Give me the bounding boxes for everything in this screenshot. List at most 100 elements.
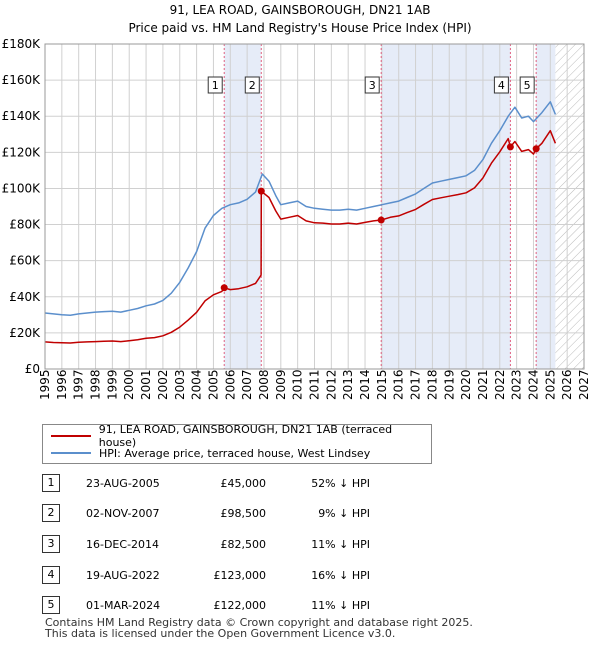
hpi-series-line xyxy=(44,101,557,316)
x-tick-label: 2024 xyxy=(526,369,540,400)
x-tick-label: 2004 xyxy=(190,369,204,400)
sale-hpi-diff: 9% ↓ HPI xyxy=(318,507,370,520)
x-tick-label: 2005 xyxy=(206,369,220,400)
legend-item-hpi: HPI: Average price, terraced house, West… xyxy=(51,445,370,461)
x-tick-label: 2007 xyxy=(240,369,254,400)
x-tick-label: 2026 xyxy=(560,369,574,400)
footer-attribution: Contains HM Land Registry data © Crown c… xyxy=(45,617,473,639)
y-tick-label: £60K xyxy=(9,254,41,268)
sale-price: £123,000 xyxy=(213,569,267,582)
sale-price: £98,500 xyxy=(220,507,267,520)
x-tick-label: 1995 xyxy=(38,369,52,400)
sale-number-badge: 5 xyxy=(42,596,60,614)
x-tick-label: 2025 xyxy=(543,369,557,400)
sale-point xyxy=(532,145,540,153)
x-tick-label: 1998 xyxy=(89,369,103,400)
projection-hatch xyxy=(555,44,584,369)
sale-label-box xyxy=(364,76,380,94)
sale-hpi-diff: 11% ↓ HPI xyxy=(311,538,370,551)
x-tick-label: 2006 xyxy=(223,369,237,400)
footer-line: Contains HM Land Registry data © Crown c… xyxy=(45,616,473,629)
sale-period-band xyxy=(536,44,556,369)
sale-point xyxy=(506,143,514,151)
sale-label-text: 2 xyxy=(249,79,256,92)
sale-date: 01-MAR-2024 xyxy=(86,599,161,612)
property-series-line xyxy=(44,129,557,344)
table-row: 4 19-AUG-2022 £123,000 16% ↓ HPI xyxy=(42,566,442,586)
sale-label-box xyxy=(244,76,260,94)
y-tick-label: £0 xyxy=(25,362,40,376)
x-tick-label: 2000 xyxy=(122,369,136,400)
x-tick-label: 2002 xyxy=(156,369,170,400)
x-tick-label: 2012 xyxy=(324,369,338,400)
x-tick-label: 1999 xyxy=(105,369,119,400)
y-tick-label: £120K xyxy=(2,145,42,159)
sale-period-band xyxy=(381,44,511,369)
sale-point xyxy=(220,284,228,292)
x-tick-label: 2015 xyxy=(375,369,389,400)
sale-label-text: 5 xyxy=(524,79,531,92)
sale-hpi-diff: 52% ↓ HPI xyxy=(311,477,370,490)
sale-point xyxy=(257,187,265,195)
sale-label-text: 4 xyxy=(498,79,505,92)
plot-frame xyxy=(44,43,585,370)
sale-number-badge: 3 xyxy=(42,535,60,553)
y-tick-label: £160K xyxy=(2,73,42,87)
sale-hpi-diff: 11% ↓ HPI xyxy=(311,599,370,612)
sale-price: £45,000 xyxy=(220,477,267,490)
x-tick-label: 2014 xyxy=(358,369,372,400)
x-tick-label: 2009 xyxy=(274,369,288,400)
sale-date: 23-AUG-2005 xyxy=(86,477,160,490)
legend-swatch-property xyxy=(51,435,91,437)
sale-date: 16-DEC-2014 xyxy=(86,538,160,551)
legend-swatch-hpi xyxy=(51,452,91,454)
sale-label-text: 1 xyxy=(212,79,219,92)
sale-price: £122,000 xyxy=(213,599,267,612)
x-tick-label: 2019 xyxy=(442,369,456,400)
table-row: 1 23-AUG-2005 £45,000 52% ↓ HPI xyxy=(42,474,442,494)
x-tick-label: 1996 xyxy=(55,369,69,400)
sale-number-badge: 2 xyxy=(42,504,60,522)
sale-label-text: 3 xyxy=(369,79,376,92)
sale-label-box xyxy=(519,76,535,94)
x-tick-label: 2021 xyxy=(476,369,490,400)
legend-item-property: 91, LEA ROAD, GAINSBOROUGH, DN21 1AB (te… xyxy=(51,423,431,449)
sale-point xyxy=(377,216,385,224)
x-tick-label: 2027 xyxy=(577,369,591,400)
x-tick-label: 2008 xyxy=(257,369,271,400)
x-tick-label: 2003 xyxy=(173,369,187,400)
x-tick-label: 2013 xyxy=(341,369,355,400)
x-tick-label: 2023 xyxy=(510,369,524,400)
table-row: 3 16-DEC-2014 £82,500 11% ↓ HPI xyxy=(42,535,442,555)
sale-date: 19-AUG-2022 xyxy=(86,569,160,582)
x-tick-label: 2011 xyxy=(308,369,322,400)
x-tick-label: 2001 xyxy=(139,369,153,400)
chart-legend: 91, LEA ROAD, GAINSBOROUGH, DN21 1AB (te… xyxy=(42,423,432,464)
y-tick-label: £80K xyxy=(9,218,41,232)
sale-number-badge: 4 xyxy=(42,566,60,584)
y-tick-label: £100K xyxy=(2,181,42,195)
y-tick-label: £20K xyxy=(9,326,41,340)
y-tick-label: £40K xyxy=(9,290,41,304)
y-tick-label: £140K xyxy=(2,109,42,123)
table-row: 2 02-NOV-2007 £98,500 9% ↓ HPI xyxy=(42,504,442,524)
sale-label-box xyxy=(207,76,223,94)
legend-label-hpi: HPI: Average price, terraced house, West… xyxy=(99,446,371,460)
x-tick-label: 2017 xyxy=(409,369,423,400)
x-tick-label: 2020 xyxy=(459,369,473,400)
x-tick-label: 2010 xyxy=(291,369,305,400)
sale-date: 02-NOV-2007 xyxy=(86,507,160,520)
price-chart: 1 2 3 4 5 £0 £20K £40K £60K £80K £100K £120K £140K £1… xyxy=(2,37,591,400)
chart-title: 91, LEA ROAD, GAINSBOROUGH, DN21 1AB xyxy=(169,3,431,17)
table-row: 5 01-MAR-2024 £122,000 11% ↓ HPI xyxy=(42,596,442,616)
x-tick-label: 1997 xyxy=(72,369,86,400)
sale-price: £82,500 xyxy=(220,538,267,551)
sale-hpi-diff: 16% ↓ HPI xyxy=(311,569,370,582)
x-tick-label: 2016 xyxy=(392,369,406,400)
sale-number-badge: 1 xyxy=(42,474,60,492)
sale-label-box xyxy=(493,76,509,94)
legend-label-property: 91, LEA ROAD, GAINSBOROUGH, DN21 1AB (te… xyxy=(98,423,393,449)
y-tick-label: £180K xyxy=(2,37,42,51)
x-tick-label: 2022 xyxy=(493,369,507,400)
footer-line: This data is licensed under the Open Gov… xyxy=(45,627,396,640)
